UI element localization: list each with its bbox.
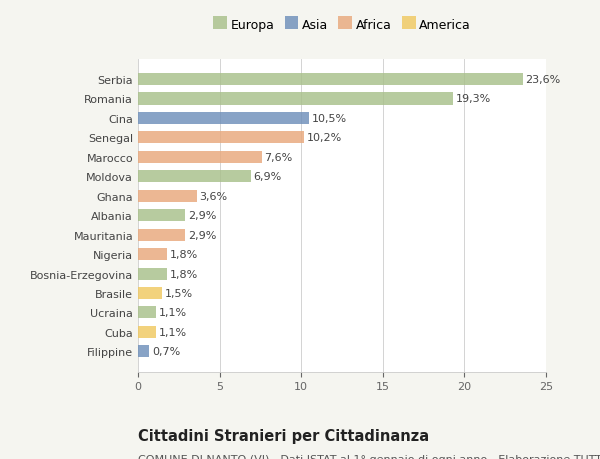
Text: 1,8%: 1,8% (170, 250, 198, 259)
Bar (138, 93, 453, 105)
Text: 6,9%: 6,9% (253, 172, 281, 182)
Text: 10,2%: 10,2% (307, 133, 342, 143)
Bar (138, 74, 523, 86)
Text: 7,6%: 7,6% (265, 152, 293, 162)
Bar (138, 346, 149, 358)
Text: 19,3%: 19,3% (455, 94, 491, 104)
Bar (138, 171, 251, 183)
Text: 0,7%: 0,7% (152, 347, 180, 357)
Text: 2,9%: 2,9% (188, 211, 216, 221)
Text: Cittadini Stranieri per Cittadinanza: Cittadini Stranieri per Cittadinanza (138, 428, 429, 443)
Text: 10,5%: 10,5% (312, 114, 347, 123)
Bar (138, 132, 304, 144)
Bar (138, 326, 156, 338)
Text: 3,6%: 3,6% (199, 191, 227, 202)
Legend: Europa, Asia, Africa, America: Europa, Asia, Africa, America (213, 19, 471, 32)
Bar (138, 248, 167, 261)
Text: COMUNE DI NANTO (VI) - Dati ISTAT al 1° gennaio di ogni anno - Elaborazione TUTT: COMUNE DI NANTO (VI) - Dati ISTAT al 1° … (138, 454, 600, 459)
Text: 2,9%: 2,9% (188, 230, 216, 240)
Bar (138, 112, 310, 125)
Bar (138, 151, 262, 163)
Bar (138, 190, 197, 202)
Bar (138, 229, 185, 241)
Text: 1,5%: 1,5% (165, 288, 193, 298)
Text: 1,1%: 1,1% (158, 327, 187, 337)
Text: 1,1%: 1,1% (158, 308, 187, 318)
Bar (138, 210, 185, 222)
Text: 23,6%: 23,6% (526, 75, 561, 85)
Bar (138, 268, 167, 280)
Text: 1,8%: 1,8% (170, 269, 198, 279)
Bar (138, 307, 156, 319)
Bar (138, 287, 163, 299)
